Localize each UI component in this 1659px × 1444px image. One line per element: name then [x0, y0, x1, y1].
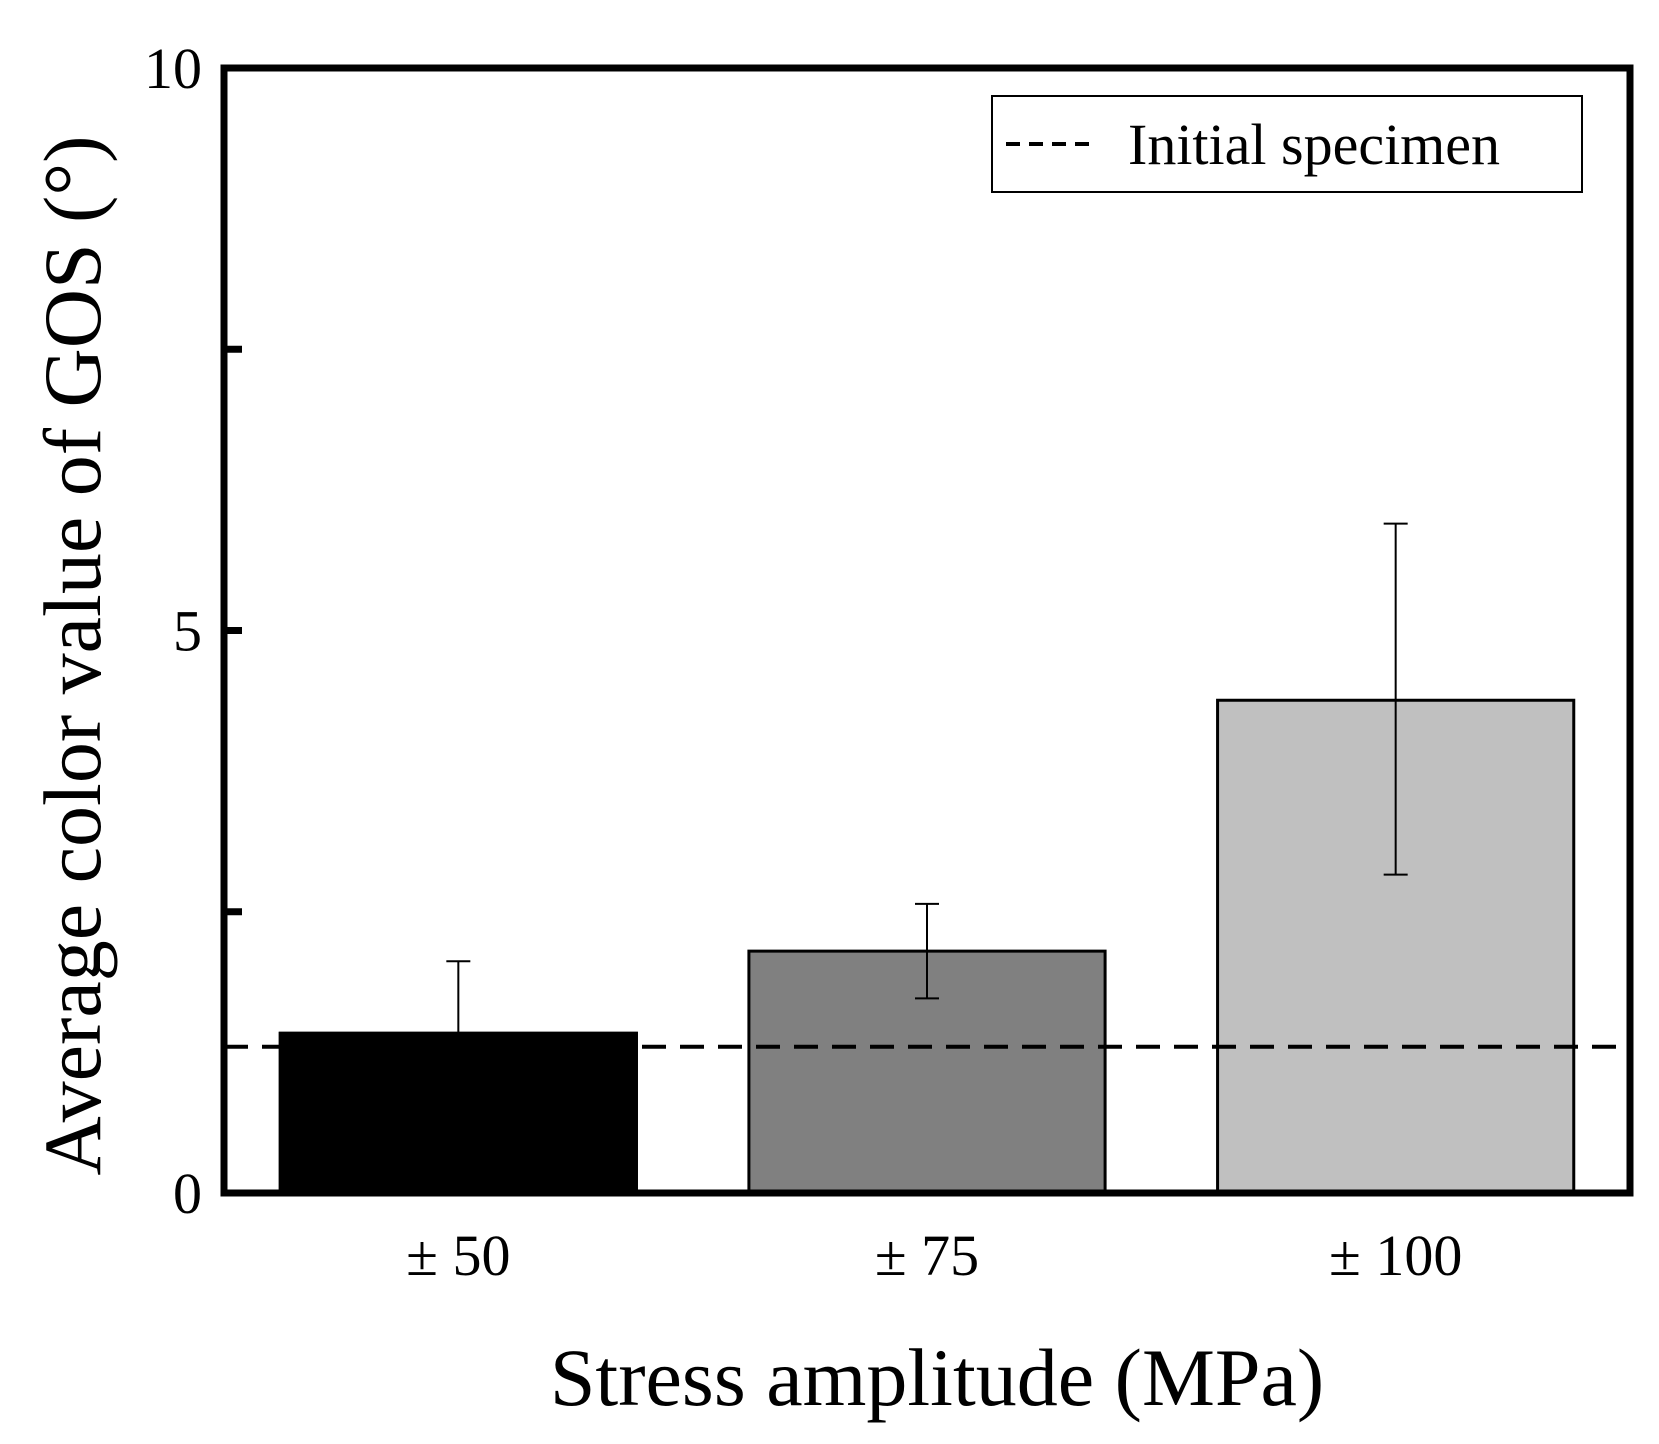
bar-1-overlay: [278, 1031, 638, 1195]
x-tick-label-2: ± 75: [875, 1223, 979, 1288]
x-tick-label-3: ± 100: [1329, 1223, 1462, 1288]
error-bar-1: [446, 960, 471, 1035]
error-bar-3: [1383, 522, 1408, 876]
x-tick-label-1: ± 50: [406, 1223, 510, 1288]
axes-layer: [220, 64, 1634, 1197]
error-bars-layer: [446, 522, 1408, 1035]
legend: Initial specimen: [991, 95, 1583, 193]
y-tick-label-3: 5: [173, 599, 202, 664]
y-tick-label-1: 0: [173, 1161, 202, 1226]
y-tick-label-5: 10: [144, 36, 202, 101]
y-axis-title: Average color value of GOS (°): [27, 136, 118, 1176]
x-axis-title: Stress amplitude (MPa): [550, 1332, 1324, 1423]
legend-label: Initial specimen: [1128, 112, 1500, 177]
legend-box: [991, 95, 1583, 193]
error-bar-2: [915, 902, 939, 1000]
